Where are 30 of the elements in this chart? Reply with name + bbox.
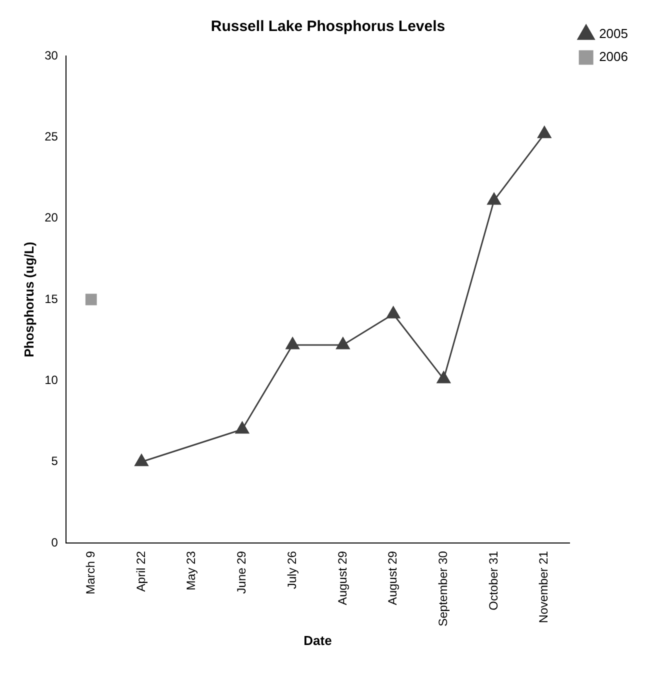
x-tick-label: September 30 (436, 550, 450, 626)
y-axis-title: Phosphorus (ug/L) (21, 242, 36, 358)
x-tick-label: July 26 (284, 550, 299, 590)
point (336, 337, 350, 350)
x-tick-label: August 29 (335, 550, 350, 606)
legend-label: 2006 (599, 49, 628, 64)
point (436, 371, 450, 384)
y-tick-label: 20 (44, 210, 58, 225)
x-tick-label: October 31 (486, 550, 500, 610)
legend-label: 2005 (599, 26, 628, 42)
x-tick-label: June 29 (234, 550, 249, 594)
x-tick-label: August 29 (386, 550, 400, 606)
x-tick-label: May 23 (184, 550, 198, 590)
point (538, 126, 552, 138)
y-tick-label: 0 (51, 535, 58, 550)
y-tick-label: 30 (44, 48, 58, 62)
point (134, 454, 148, 466)
point (386, 306, 400, 318)
point (235, 422, 250, 434)
x-tick-label: November 21 (536, 550, 551, 624)
x-axis-title: Date (304, 632, 332, 648)
y-tick-label: 10 (44, 372, 58, 387)
x-tick-label: March 9 (83, 550, 98, 594)
point (286, 337, 300, 350)
chart-title: Russell Lake Phosphorus Levels (210, 18, 446, 36)
y-tick-label: 25 (44, 129, 58, 144)
y-tick-label: 5 (51, 454, 58, 468)
y-tick-label: 15 (44, 292, 58, 306)
x-tick-label: April 22 (134, 550, 148, 592)
point (487, 192, 501, 205)
